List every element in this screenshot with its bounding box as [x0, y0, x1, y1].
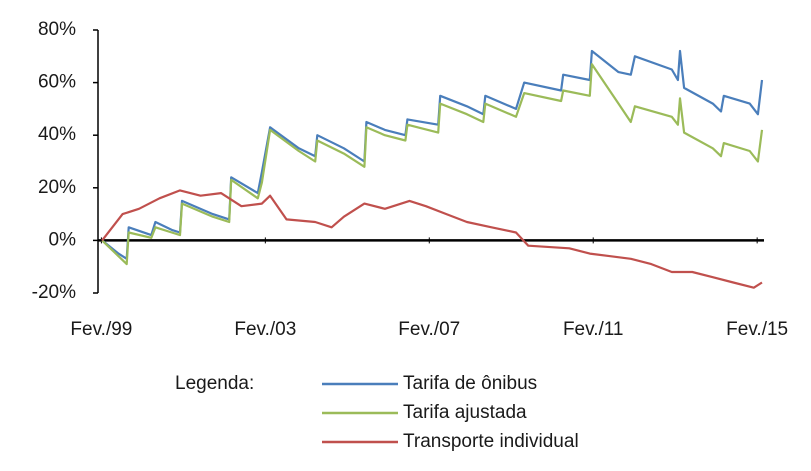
y-tick-label: 0% — [49, 229, 77, 250]
series-line — [101, 189, 763, 289]
x-tick-label: Fev./07 — [398, 319, 460, 340]
y-tick-label: 20% — [38, 177, 76, 198]
series-line — [101, 49, 764, 260]
x-tick-label: Fev./11 — [563, 319, 624, 340]
y-tick-label: 60% — [38, 72, 76, 93]
y-tick-label: 40% — [38, 124, 76, 145]
x-tick-label: Fev./03 — [234, 319, 296, 340]
x-tick-label: Fev./99 — [70, 319, 132, 340]
series-line — [101, 63, 764, 266]
legend-title: Legenda: — [175, 373, 254, 394]
x-tick-label: Fev./15 — [726, 319, 788, 340]
y-tick-label: 80% — [38, 19, 76, 40]
legend-label: Tarifa ajustada — [403, 402, 527, 423]
legend-label: Tarifa de ônibus — [403, 373, 537, 394]
legend-label: Transporte individual — [403, 431, 579, 452]
y-tick-label: -20% — [32, 282, 76, 303]
